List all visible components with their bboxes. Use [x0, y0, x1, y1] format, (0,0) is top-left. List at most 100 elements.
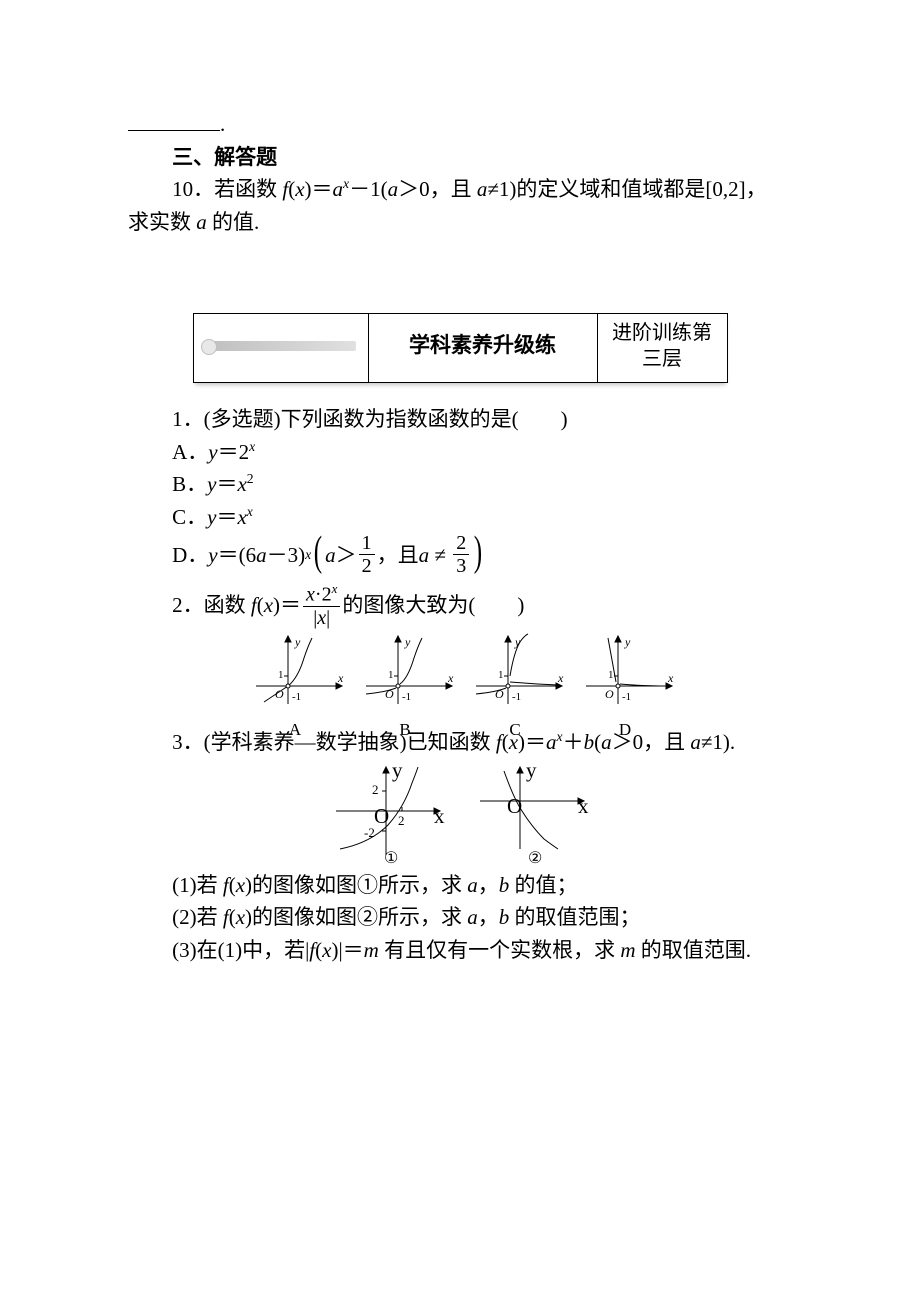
rparen-icon: ): [474, 531, 482, 573]
chart-D: y x 1 O -1 D: [572, 632, 678, 720]
q10-pre: 若函数: [214, 177, 282, 201]
C-y: y: [514, 635, 521, 649]
q1D-a: a: [256, 539, 267, 572]
q3-label: 3．: [172, 730, 204, 754]
g1-y: y: [392, 763, 403, 782]
q2-label: 2．: [172, 589, 204, 622]
q2-charts: y x 1 O -1 A y x 1 O -1 B: [128, 632, 792, 720]
q10-line2: 求实数 a 的值.: [128, 206, 792, 239]
q1A-2: 2: [239, 440, 250, 464]
A-n1: -1: [292, 691, 301, 703]
banner-title: 学科素养升级练: [368, 314, 597, 383]
banner-deco-line: [206, 341, 356, 351]
C-x: x: [557, 671, 564, 685]
banner-deco-cell: [193, 314, 368, 383]
q10-line1: 10．若函数 f(x)＝ax－1(a＞0，且 a≠1)的定义域和值域都是[0,2…: [128, 173, 792, 206]
q10-a: a: [333, 177, 344, 201]
B-O: O: [385, 687, 394, 701]
q1-C: C．: [172, 505, 207, 529]
q2-prompt: 2．函数 f(x)＝ x·2x|x| 的图像大致为( ): [128, 582, 792, 628]
C-1: 1: [498, 669, 504, 681]
chart-g1: y x 2 O 2 -2 ①: [330, 763, 446, 865]
chart-C: y x 1 O -1 C: [462, 632, 568, 720]
cap-B: B: [352, 720, 458, 740]
C-n1: -1: [512, 691, 521, 703]
section-3-heading-text: 三、解答题: [172, 145, 277, 169]
q3-prompt: 3．(学科素养—数学抽象)已知函数 f(x)＝ax＋b(a＞0，且 a≠1).: [128, 726, 792, 759]
chart-B: y x 1 O -1 B: [352, 632, 458, 720]
banner-box: 学科素养升级练 进阶训练第三层: [193, 313, 728, 383]
g1-2: 2: [372, 782, 379, 797]
q1D-a2: a: [325, 539, 336, 572]
q1-pre: (多选题)下列函数为指数函数的是(: [204, 407, 519, 431]
q1-optD: D． y＝(6a－3)x ( a＞12，且a ≠ 23 ): [172, 533, 792, 576]
q1D-sep: ，且: [377, 539, 419, 572]
g1-x: x: [434, 804, 445, 828]
q2-suf: ): [517, 589, 524, 622]
D-O: O: [605, 687, 614, 701]
B-1: 1: [388, 669, 394, 681]
q10-mid: 的定义域和值域都是: [516, 177, 705, 201]
q10-1: 1(: [370, 177, 388, 201]
q1-A: A．: [172, 440, 208, 464]
banner-sub-l2: 三层: [642, 348, 682, 370]
q10-a2: a: [388, 177, 399, 201]
period: .: [220, 112, 225, 136]
g2-y: y: [526, 763, 537, 782]
D-y: y: [624, 635, 631, 649]
cap-A: A: [242, 720, 348, 740]
q3-sub3: (3)在(1)中，若|f(x)|＝m 有且仅有一个实数根，求 m 的取值范围.: [128, 934, 792, 967]
A-x: x: [337, 671, 344, 685]
g1-n2: -2: [364, 825, 375, 840]
q3-sub2: (2)若 f(x)的图像如图②所示，求 a，b 的取值范围；: [128, 901, 792, 934]
g1-O: O: [374, 804, 389, 828]
q1-optA: A．y＝2x: [172, 436, 792, 469]
q10-0: 0: [419, 177, 430, 201]
q1D-f2: 23: [453, 533, 469, 576]
section-3-heading: 三、解答题: [128, 141, 792, 174]
A-1: 1: [278, 669, 284, 681]
g1-x2: 2: [398, 813, 405, 828]
q1D-y: y: [208, 539, 217, 572]
A-y: y: [294, 635, 301, 649]
q1D-3: 3): [288, 539, 306, 572]
D-n1: -1: [622, 691, 631, 703]
cap-C: C: [462, 720, 568, 740]
q10-a3: a: [477, 177, 488, 201]
blank-line: .: [128, 108, 792, 141]
cap-D: D: [572, 720, 678, 740]
q3-suf: .: [730, 730, 735, 754]
q10-x: x: [343, 176, 349, 191]
q1C-x: x: [237, 505, 246, 529]
banner-subtitle: 进阶训练第三层: [597, 314, 727, 383]
q10-interval: [0,2]: [705, 177, 745, 201]
q10-a4: a: [196, 210, 207, 234]
q1D-p: (6: [239, 539, 257, 572]
B-n1: -1: [402, 691, 411, 703]
D-x: x: [667, 671, 674, 685]
q1D-f1: 12: [359, 533, 375, 576]
q10-fx3: x: [295, 177, 304, 201]
q10-1b: 1): [499, 177, 517, 201]
q1B-y: y: [207, 472, 216, 496]
B-y: y: [404, 635, 411, 649]
B-x: x: [447, 671, 454, 685]
q1D-a3: a: [419, 539, 430, 572]
q1-D: D．: [172, 539, 208, 572]
chart-g2: y x O ②: [474, 763, 590, 865]
q3-sub1: (1)若 f(x)的图像如图①所示，求 a，b 的值；: [128, 869, 792, 902]
g1-cap: ①: [384, 850, 398, 865]
banner-sub-l1: 进阶训练第: [612, 322, 712, 344]
C-O: O: [495, 687, 504, 701]
q1-label: 1．: [172, 407, 204, 431]
A-O: O: [275, 687, 284, 701]
q1-optB: B．y＝x2: [172, 468, 792, 501]
q1-B: B．: [172, 472, 207, 496]
q2-frac: x·2x|x|: [303, 582, 340, 628]
q10-label: 10．: [172, 177, 214, 201]
g2-x: x: [578, 794, 589, 818]
lparen-icon: (: [314, 531, 322, 573]
q1-prompt: 1．(多选题)下列函数为指数函数的是( ): [128, 403, 792, 436]
D-1: 1: [608, 669, 614, 681]
q1-suf: ): [561, 407, 568, 431]
